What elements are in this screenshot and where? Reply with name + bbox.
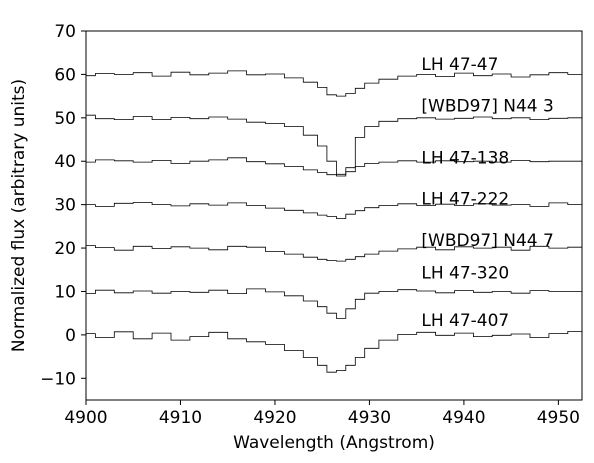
series-line-1 — [86, 114, 582, 175]
y-tick-label: 10 — [54, 282, 76, 302]
series-label-3: LH 47-222 — [421, 190, 509, 210]
x-tick-label: 4950 — [537, 408, 580, 428]
x-tick-label: 4900 — [64, 408, 107, 428]
series-line-3 — [86, 202, 582, 219]
x-axis-label: Wavelength (Angstrom) — [233, 433, 435, 453]
series-label-layer: LH 47-47 [WBD97] N44 3 LH 47-138 LH 47-222 [… — [421, 55, 553, 331]
y-tick-label: 50 — [54, 109, 76, 129]
series-label-2: LH 47-138 — [421, 148, 509, 168]
x-tick-label: 4930 — [348, 408, 391, 428]
series-line-0 — [86, 70, 582, 97]
series-line-6 — [86, 331, 582, 373]
series-line-5 — [86, 288, 582, 319]
y-tick-label: 30 — [54, 196, 76, 216]
y-axis-label: Normalized flux (arbitrary units) — [9, 79, 29, 352]
y-tick-label: 20 — [54, 239, 76, 259]
series-label-4: [WBD97] N44 7 — [421, 231, 553, 251]
series-label-5: LH 47-320 — [421, 263, 509, 283]
tick-layer: 4900 4910 4920 4930 4940 4950 −10 0 10 20 30 40 50 60… — [40, 22, 580, 428]
x-tick-label: 4920 — [253, 408, 296, 428]
x-tick-label: 4940 — [442, 408, 485, 428]
series-label-0: LH 47-47 — [421, 55, 498, 75]
series-line-4 — [86, 245, 582, 262]
y-tick-label: 70 — [54, 22, 76, 42]
y-tick-label: 40 — [54, 152, 76, 172]
y-tick-label: 60 — [54, 65, 76, 85]
plot-frame — [85, 30, 583, 401]
y-tick-label: 0 — [65, 326, 76, 346]
y-tick-label: −10 — [40, 369, 76, 389]
x-tick-label: 4910 — [159, 408, 202, 428]
series-line-2 — [86, 157, 582, 177]
series-layer — [86, 70, 582, 373]
series-label-6: LH 47-407 — [421, 311, 509, 331]
series-label-1: [WBD97] N44 3 — [421, 96, 553, 116]
